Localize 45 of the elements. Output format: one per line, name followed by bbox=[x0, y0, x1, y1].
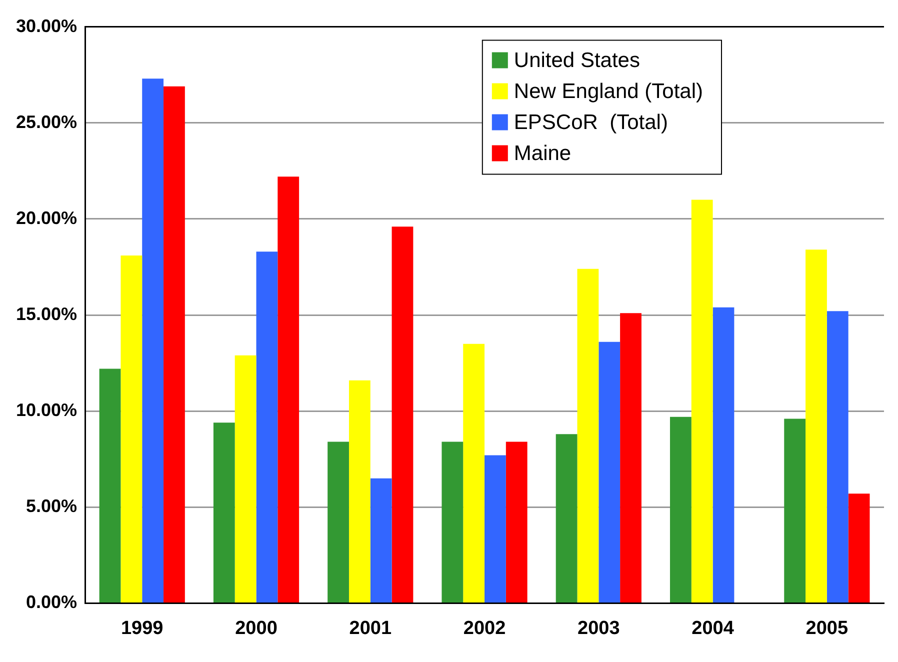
y-tick-label: 30.00% bbox=[16, 16, 78, 36]
bar bbox=[463, 344, 485, 602]
bar bbox=[392, 226, 414, 602]
bar bbox=[806, 250, 827, 602]
bar bbox=[826, 311, 848, 602]
bar bbox=[598, 342, 620, 602]
bar bbox=[691, 200, 713, 602]
bar bbox=[670, 416, 692, 602]
bar bbox=[328, 442, 349, 602]
x-tick-label: 2002 bbox=[463, 618, 506, 639]
x-tick-label: 2000 bbox=[235, 618, 278, 639]
bar bbox=[577, 268, 599, 602]
bar bbox=[256, 252, 278, 602]
bar bbox=[99, 368, 121, 602]
bar bbox=[784, 418, 806, 602]
bar bbox=[484, 455, 506, 602]
y-tick-label: 5.00% bbox=[26, 496, 78, 516]
y-tick-label: 20.00% bbox=[16, 208, 78, 228]
legend-label: United States bbox=[514, 49, 640, 72]
legend-label: EPSCoR (Total) bbox=[514, 111, 668, 134]
bar bbox=[370, 478, 392, 602]
bar bbox=[213, 422, 235, 602]
bar bbox=[278, 176, 300, 602]
bar bbox=[234, 355, 256, 602]
bar bbox=[142, 78, 164, 602]
bar bbox=[556, 434, 578, 602]
x-tick-label: 2003 bbox=[578, 618, 620, 639]
x-tick-label: 2001 bbox=[349, 618, 392, 639]
bar bbox=[620, 313, 642, 602]
x-tick-label: 2005 bbox=[806, 618, 848, 639]
bar bbox=[442, 442, 464, 602]
x-tick-label: 1999 bbox=[120, 618, 164, 639]
y-tick-label: 0.00% bbox=[26, 592, 78, 612]
x-tick-label: 2004 bbox=[692, 618, 734, 639]
y-tick-label: 10.00% bbox=[16, 400, 78, 420]
legend-label: Maine bbox=[514, 142, 572, 166]
bar bbox=[712, 307, 734, 602]
bar bbox=[164, 86, 185, 602]
y-tick-label: 15.00% bbox=[16, 304, 78, 324]
bar bbox=[848, 494, 870, 602]
bar bbox=[120, 255, 142, 602]
legend-label: New England (Total) bbox=[514, 80, 703, 104]
y-tick-label: 25.00% bbox=[16, 112, 78, 132]
bar bbox=[506, 442, 528, 602]
bar bbox=[348, 380, 370, 602]
